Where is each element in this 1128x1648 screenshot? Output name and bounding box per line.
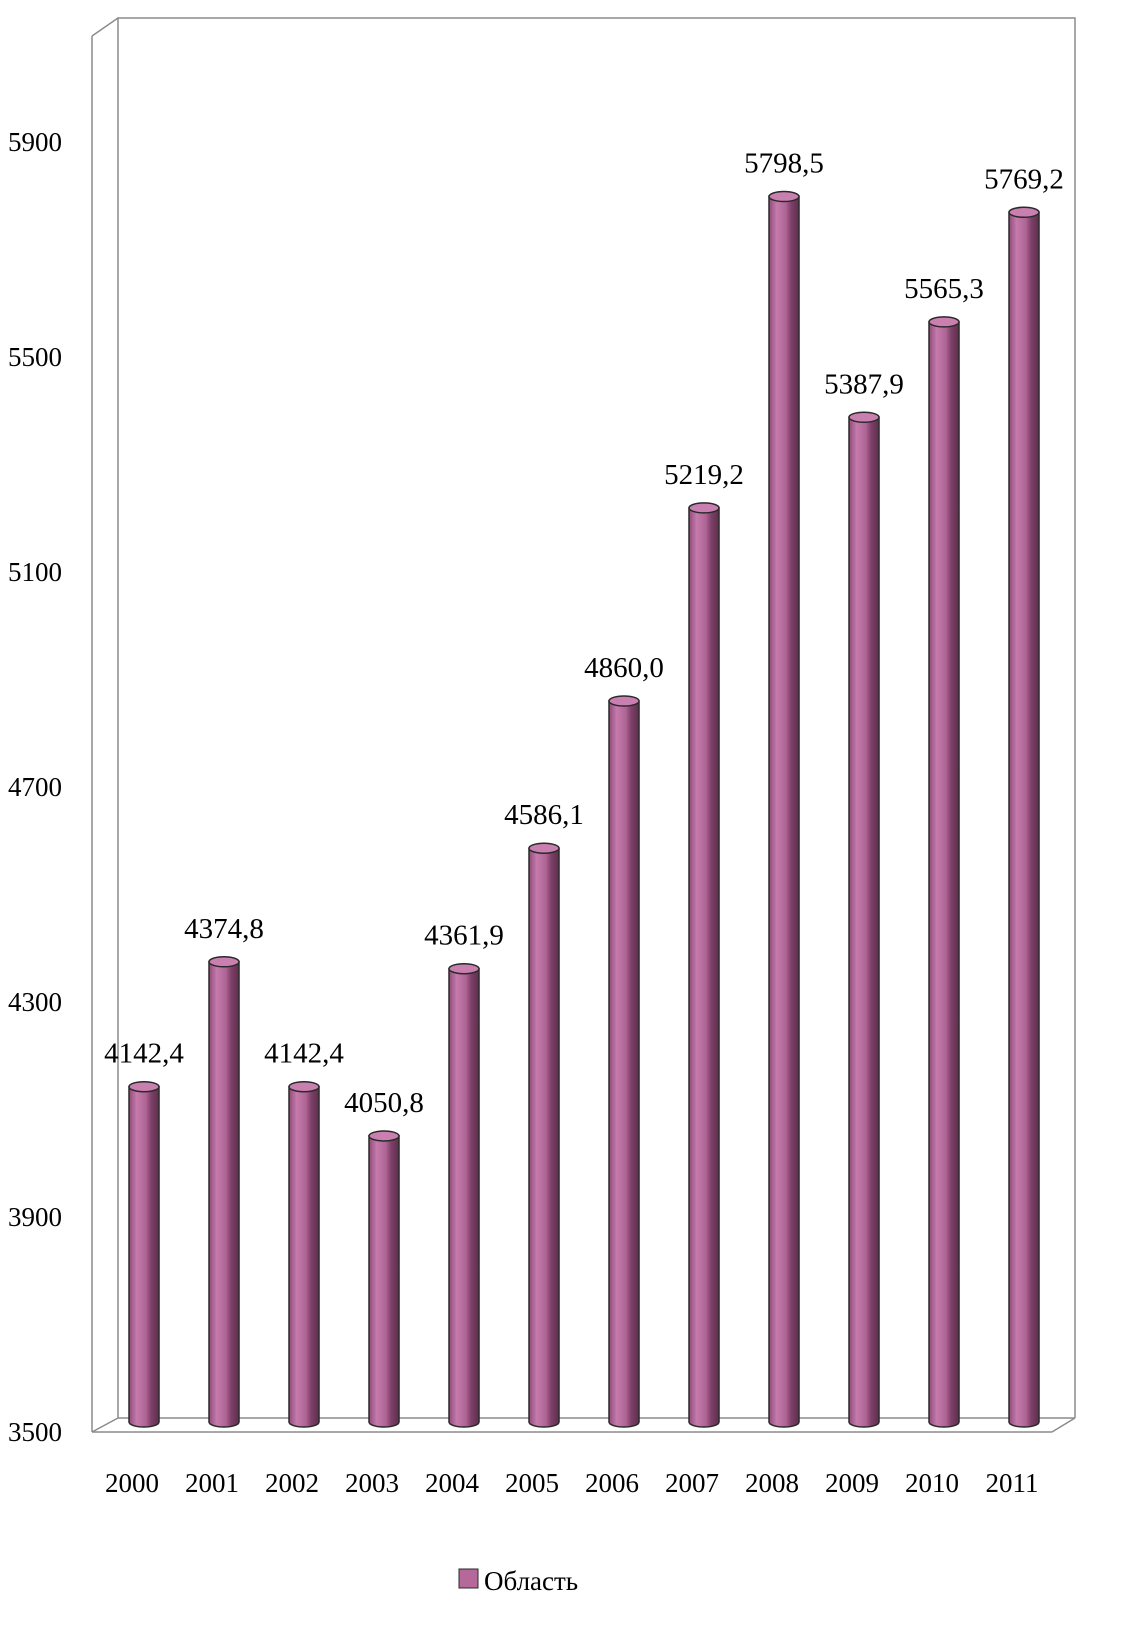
floor-left-edge [91,1417,119,1433]
bar-top-cap [368,1130,400,1142]
data-label: 5769,2 [984,163,1064,195]
bar [288,1080,320,1428]
x-tick-label: 2002 [265,1468,319,1498]
y-tick-label: 4700 [8,772,62,802]
x-tick-label: 2010 [905,1468,959,1498]
bar [688,502,720,1428]
bar-body [688,507,720,1428]
data-label: 5565,3 [904,273,984,305]
bar [528,842,560,1428]
data-label: 4050,8 [344,1087,424,1119]
y-tick-label: 5500 [8,342,62,372]
data-label: 4361,9 [424,920,504,952]
data-label: 5798,5 [744,148,824,180]
plot-frame [91,17,1076,1433]
legend-label: Область [484,1566,578,1596]
x-tick-label: 2001 [185,1468,239,1498]
x-tick-label: 2007 [665,1468,719,1498]
legend-swatch [458,1568,479,1589]
bar [768,190,800,1428]
data-labels: 4142,44374,84142,44050,84361,94586,14860… [104,148,1064,1119]
bars [128,190,1040,1428]
bar-top-cap [528,842,560,854]
bar-top-cap [448,962,480,975]
x-tick-label: 2006 [585,1468,639,1498]
bar-body [288,1085,320,1428]
bar [848,411,880,1428]
data-label: 5219,2 [664,459,744,491]
bar-top-cap [848,411,880,424]
bar [448,962,480,1428]
x-tick-label: 2009 [825,1468,879,1498]
bar-top-cap [928,316,960,328]
bar [208,956,240,1428]
y-axis-ticks: 3500 3900 4300 4700 5100 5500 5900 [8,127,62,1447]
data-label: 5387,9 [824,368,904,400]
bar-body [1008,211,1040,1428]
bar-top-cap [288,1080,320,1093]
x-axis-ticks: 2000 2001 2002 2003 2004 2005 2006 2007 2008 2009… [105,1468,1039,1498]
back-wall-edge [117,17,1076,1418]
bar-top-cap [1008,206,1040,219]
data-label: 4860,0 [584,652,664,684]
bar-top-cap [768,190,800,203]
bar [128,1080,160,1428]
bar-body [128,1085,160,1428]
bar [608,695,640,1428]
bar-body [928,321,960,1428]
bar-top-cap [688,502,720,514]
bar-body [208,961,240,1428]
data-label: 4586,1 [504,799,584,831]
bar-body [368,1135,400,1428]
x-tick-label: 2008 [745,1468,799,1498]
bar-body [608,700,640,1428]
bar-top-cap [608,695,640,707]
y-tick-label: 3500 [8,1417,62,1447]
floor-right-edge [1051,1417,1076,1433]
x-tick-label: 2000 [105,1468,159,1498]
y-tick-label: 5900 [8,127,62,157]
x-tick-label: 2004 [425,1468,480,1498]
bar-body [768,195,800,1428]
bar-body [848,416,880,1428]
bar [928,316,960,1428]
bar [1008,206,1040,1428]
bar-body [528,847,560,1428]
data-label: 4374,8 [184,913,264,945]
legend: Область [458,1566,578,1596]
data-label: 4142,4 [264,1038,344,1070]
bar-body [448,967,480,1428]
bar-top-cap [128,1080,160,1093]
bar [368,1130,400,1428]
x-tick-label: 2003 [345,1468,399,1498]
x-tick-label: 2011 [986,1468,1039,1498]
y-tick-label: 3900 [8,1202,62,1232]
data-label: 4142,4 [104,1038,184,1070]
bar-top-cap [208,956,240,968]
side-wall-top-edge [91,17,119,37]
y-tick-label: 5100 [8,557,62,587]
y-tick-label: 4300 [8,987,62,1017]
x-tick-label: 2005 [505,1468,559,1498]
